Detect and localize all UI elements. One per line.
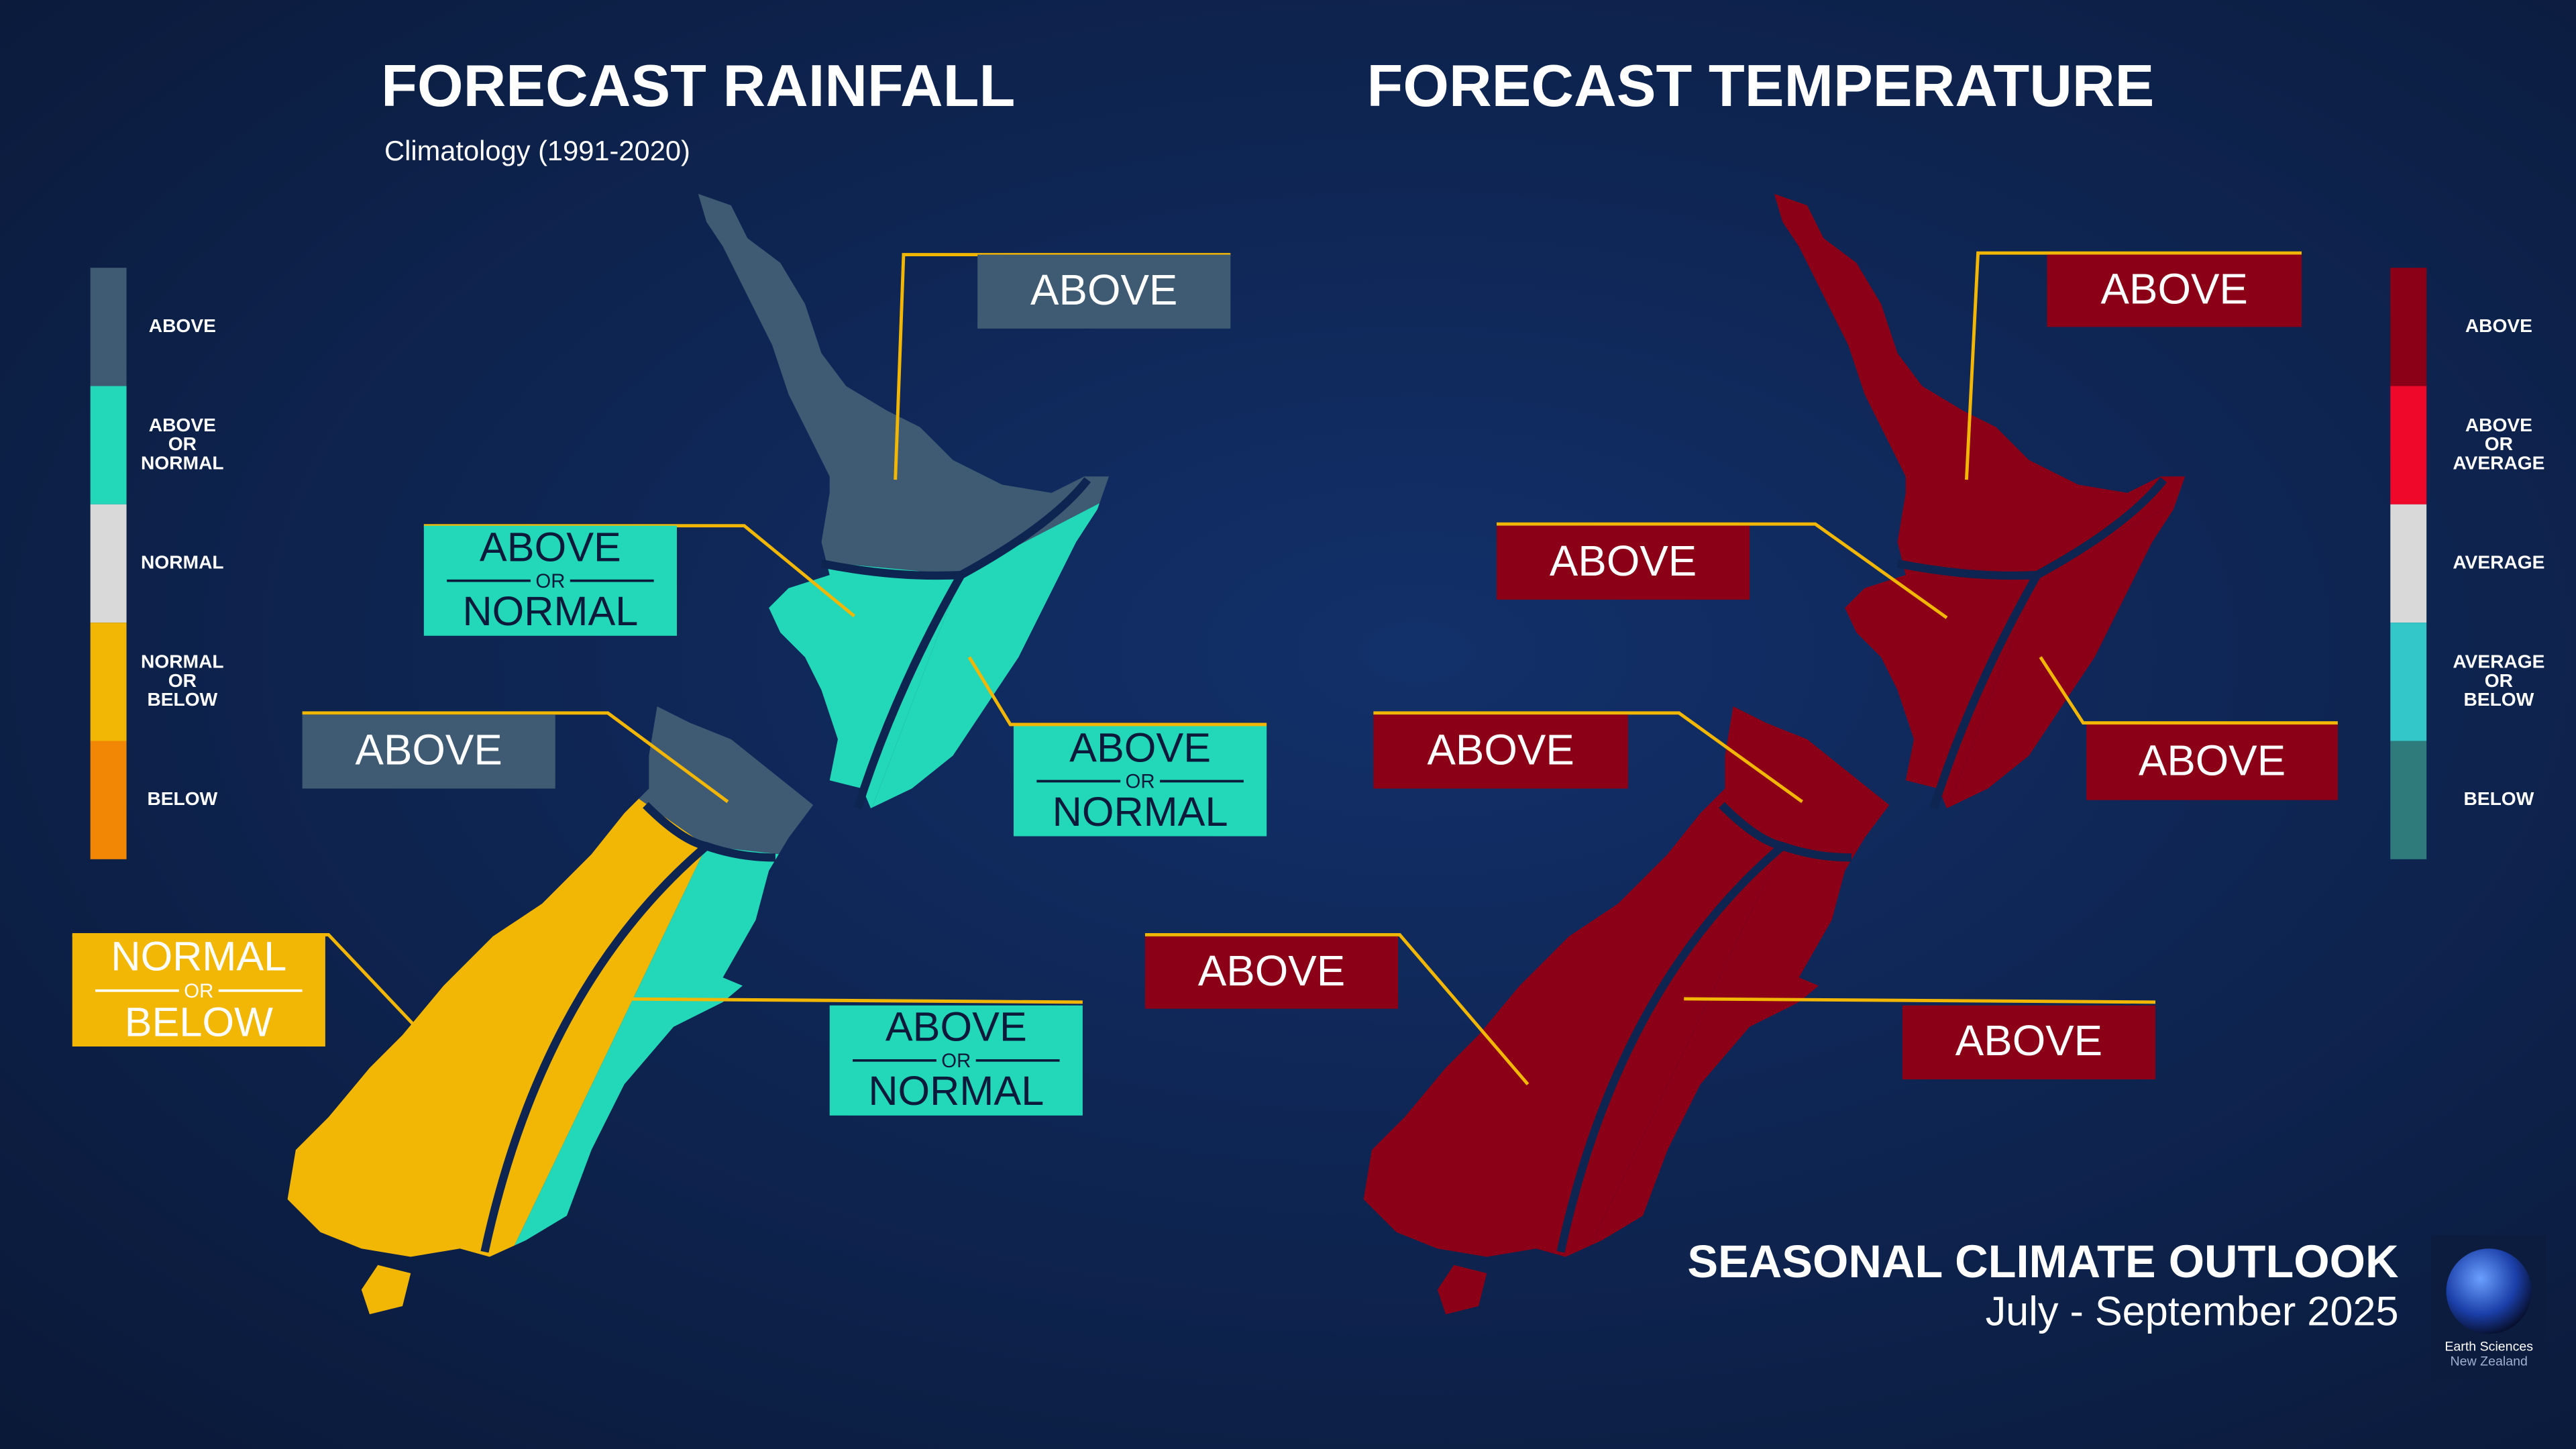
legend-label: NORMAL	[141, 551, 224, 572]
logo-line: New Zealand	[2451, 1354, 2528, 1368]
legend-label: ABOVE	[149, 415, 216, 435]
leader-line	[1144, 933, 1529, 1085]
legend-label: ABOVE	[149, 315, 216, 336]
legend-label: BELOW	[2463, 689, 2534, 710]
leader-line	[967, 656, 1267, 727]
stewart-island	[1437, 1265, 1487, 1315]
callout-label: ABOVE	[1550, 537, 1697, 585]
callout-label: ABOVE	[1427, 727, 1574, 774]
legend-swatch	[2390, 504, 2427, 623]
legend-label: OR	[168, 433, 197, 454]
legend-label: OR	[2485, 433, 2513, 454]
legend-swatch	[2390, 623, 2427, 741]
callout-label: NORMAL	[1053, 789, 1228, 835]
leader-line	[2039, 656, 2338, 724]
leader-line	[1964, 251, 2302, 480]
callout-box	[977, 254, 1231, 329]
callout-label: ABOVE	[1069, 724, 1211, 770]
callout-box	[1497, 525, 1750, 600]
temperature-title: FORECAST TEMPERATURE	[1367, 52, 2155, 119]
legend-label: BELOW	[147, 788, 217, 809]
rainfall-subtitle: Climatology (1991-2020)	[384, 135, 690, 166]
legend-label: BELOW	[2463, 788, 2534, 809]
leader-line	[608, 997, 1083, 1004]
rainfall-title: FORECAST RAINFALL	[381, 52, 1015, 119]
logo-line: Earth Sciences	[2445, 1339, 2533, 1354]
callout-label: NORMAL	[462, 588, 638, 634]
callout-label: ABOVE	[1030, 266, 1177, 314]
legend-label: NORMAL	[141, 452, 224, 473]
leader-line	[1497, 522, 1948, 619]
callout-label: ABOVE	[480, 525, 621, 570]
callout-label: OR	[535, 570, 565, 592]
callout-box	[2047, 254, 2302, 327]
legend-label: AVERAGE	[2453, 452, 2544, 473]
callout-box	[302, 714, 555, 789]
legend-swatch	[2390, 741, 2427, 859]
region-boundary	[480, 477, 1091, 1253]
callout-label: BELOW	[125, 999, 273, 1044]
legend-swatch	[90, 741, 127, 859]
legend-label: ABOVE	[2465, 315, 2532, 336]
legend-label: NORMAL	[141, 651, 224, 672]
legend-swatch	[2390, 386, 2427, 504]
callout-label: OR	[184, 980, 213, 1002]
callout-box	[1902, 1005, 2156, 1079]
callout-label: ABOVE	[1955, 1017, 2102, 1065]
legend-swatch	[2390, 268, 2427, 386]
legend-label: AVERAGE	[2453, 551, 2544, 572]
legend-label: OR	[168, 670, 197, 691]
callout-box	[1144, 936, 1399, 1009]
logo-globe	[2446, 1248, 2532, 1334]
stewart-island	[361, 1265, 411, 1315]
callout-label: ABOVE	[2139, 737, 2286, 785]
callout-box	[1373, 714, 1628, 789]
callout-label: OR	[1126, 771, 1155, 793]
legend-label: ABOVE	[2465, 415, 2532, 435]
legend-swatch	[90, 386, 127, 504]
legend-swatch	[90, 623, 127, 741]
callout-box	[2086, 724, 2338, 800]
callout-label: ABOVE	[2101, 266, 2248, 313]
callout-label: ABOVE	[1198, 947, 1345, 995]
region-boundary	[1556, 477, 2167, 1253]
leader-line	[302, 711, 729, 804]
legend-swatch	[90, 504, 127, 623]
callout-label: ABOVE	[356, 727, 502, 774]
leader-line	[1684, 997, 2156, 1004]
footer-period: July - September 2025	[1986, 1288, 2399, 1334]
callout-label: NORMAL	[111, 933, 286, 979]
legend-label: AVERAGE	[2453, 651, 2544, 672]
legend-swatch	[90, 268, 127, 386]
legend-label: OR	[2485, 670, 2513, 691]
callout-label: ABOVE	[885, 1004, 1027, 1050]
callout-label: OR	[941, 1050, 971, 1072]
leader-line	[1373, 711, 1803, 804]
legend-label: BELOW	[147, 689, 217, 710]
callout-label: NORMAL	[868, 1068, 1044, 1114]
footer-title: SEASONAL CLIMATE OUTLOOK	[1687, 1236, 2398, 1287]
